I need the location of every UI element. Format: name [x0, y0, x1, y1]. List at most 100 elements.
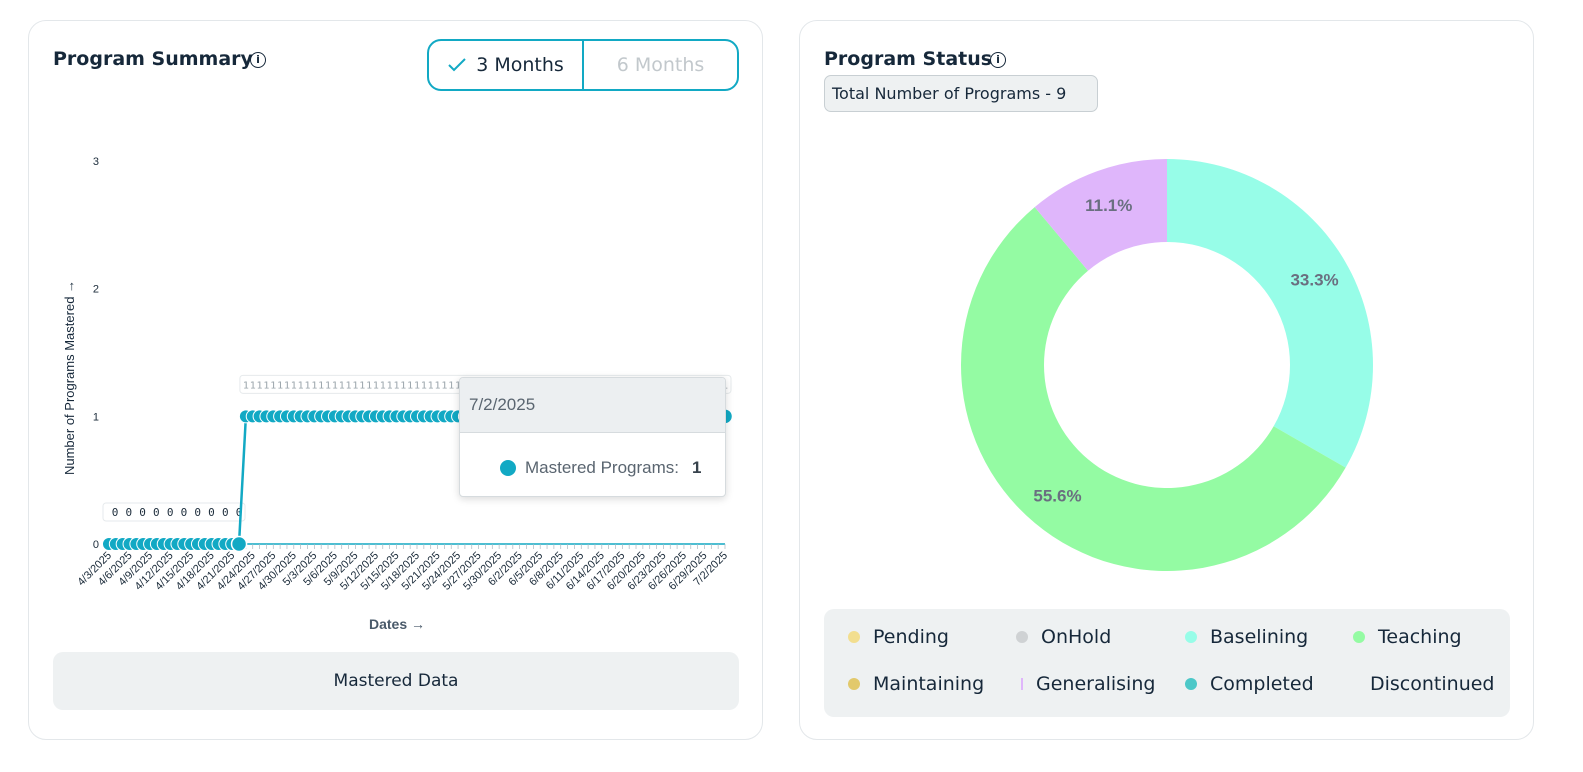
donut-slice-teaching [960, 207, 1346, 572]
data-label: 0 [208, 506, 215, 519]
legend-item-teaching: Teaching [1353, 626, 1462, 648]
three-months-label: 3 Months [476, 54, 564, 76]
mastered-data-button[interactable]: Mastered Data [53, 652, 739, 710]
slice-percent-label: 11.1% [1085, 196, 1132, 215]
data-label: 0 [181, 506, 188, 519]
x-axis-label: Dates → [369, 616, 425, 632]
program-summary-title: Program Summary [53, 48, 253, 70]
checkmark-icon [448, 58, 466, 72]
legend-marker-icon [1185, 631, 1197, 643]
data-label: 1 [270, 380, 276, 391]
mastered-programs-line-chart: 0 1 2 3 Number of Programs Mastered → Dates →… [62, 156, 734, 632]
data-label: 0 [222, 506, 229, 519]
data-label: 1 [387, 380, 393, 391]
data-label: 0 [112, 506, 119, 519]
tooltip-value: 1 [692, 458, 702, 477]
legend-item-maintaining: Maintaining [848, 673, 984, 695]
data-label: 1 [318, 380, 324, 391]
data-label: 1 [332, 380, 338, 391]
slice-percent-label: 33.3% [1290, 271, 1338, 290]
data-label: 1 [359, 380, 365, 391]
info-icon[interactable]: i [990, 52, 1006, 68]
data-label: 1 [291, 380, 297, 391]
legend-item-generalising: Generalising [1016, 673, 1155, 695]
data-label: 1 [277, 380, 283, 391]
data-label: 1 [435, 380, 441, 391]
data-label: 1 [339, 380, 345, 391]
data-label: 0 [153, 506, 160, 519]
tooltip-label: Mastered Programs: [525, 458, 679, 477]
legend-marker-icon [1016, 631, 1028, 643]
legend-label: Pending [873, 626, 949, 648]
data-label: 1 [250, 380, 256, 391]
data-label: 1 [428, 380, 434, 391]
legend-item-baselining: Baselining [1185, 626, 1308, 648]
y-tick-label: 3 [93, 156, 99, 168]
legend-item-pending: Pending [848, 626, 949, 648]
data-label: 0 [194, 506, 201, 519]
data-label: 1 [421, 380, 427, 391]
legend-label: Baselining [1210, 626, 1309, 648]
legend-label: Completed [1210, 673, 1314, 695]
y-tick-label: 2 [93, 284, 99, 296]
legend-item-discontinued: Discontinued [1370, 673, 1494, 695]
data-label: 1 [448, 380, 454, 391]
y-tick-label: 1 [93, 411, 99, 423]
three-months-option[interactable]: 3 Months [429, 41, 584, 89]
legend-item-onhold: OnHold [1016, 626, 1111, 648]
legend-label: Teaching [1378, 626, 1462, 648]
data-label: 1 [441, 380, 447, 391]
data-label: 1 [366, 380, 372, 391]
data-label: 0 [236, 506, 243, 519]
legend-marker-icon [848, 678, 860, 690]
data-label: 1 [407, 380, 413, 391]
data-label: 0 [139, 506, 146, 519]
y-axis-label: Number of Programs Mastered → [62, 280, 77, 475]
legend-label: Maintaining [873, 673, 985, 695]
y-tick-label: 0 [93, 539, 99, 551]
highlighted-point [230, 535, 248, 553]
legend-marker-icon [1185, 678, 1197, 690]
donut-slice-generalising [1034, 159, 1167, 271]
program-status-donut-chart: 33.3% 55.6% 11.1% [960, 159, 1373, 572]
legend-item-completed: Completed [1185, 673, 1314, 695]
data-label: 0 [167, 506, 174, 519]
data-label-box [102, 502, 246, 522]
period-toggle: 3 Months 6 Months [427, 39, 739, 91]
data-label: 1 [311, 380, 317, 391]
data-label: 1 [243, 380, 249, 391]
data-label: 1 [380, 380, 386, 391]
program-summary-card: Program Summary i 3 Months 6 Months 0 1 2 3… [28, 20, 763, 740]
tooltip-row: Mastered Programs: 1 [500, 458, 701, 478]
data-label: 0 [125, 506, 132, 519]
info-icon[interactable]: i [250, 52, 266, 68]
data-label: 1 [400, 380, 406, 391]
series-marker-icon [500, 460, 516, 476]
six-months-label: 6 Months [616, 54, 705, 76]
legend-marker-icon [1353, 631, 1365, 643]
program-status-card: Program Status i Total Number of Program… [799, 20, 1534, 740]
data-label: 1 [263, 380, 269, 391]
total-programs-badge: Total Number of Programs - 9 [824, 75, 1098, 112]
data-label: 1 [284, 380, 290, 391]
tooltip-date: 7/2/2025 [460, 378, 725, 433]
data-label: 1 [325, 380, 331, 391]
legend-label: OnHold [1041, 626, 1112, 648]
legend-marker-icon [1021, 678, 1023, 690]
data-label: 1 [298, 380, 304, 391]
chart-tooltip: 7/2/2025 Mastered Programs: 1 [459, 377, 726, 497]
status-legend: Pending OnHold Baselining Teaching Maintaini… [824, 609, 1510, 717]
six-months-option[interactable]: 6 Months [584, 41, 737, 89]
data-label: 1 [393, 380, 399, 391]
program-status-title: Program Status [824, 48, 993, 70]
data-label: 1 [346, 380, 352, 391]
data-label: 1 [304, 380, 310, 391]
data-label: 1 [257, 380, 263, 391]
legend-label: Discontinued [1370, 673, 1495, 695]
legend-label: Generalising [1036, 673, 1156, 695]
data-label: 1 [373, 380, 379, 391]
donut-slice-baselining [1167, 159, 1373, 468]
data-label: 1 [455, 380, 461, 391]
data-label: 1 [414, 380, 420, 391]
slice-percent-label: 55.6% [1033, 487, 1081, 506]
